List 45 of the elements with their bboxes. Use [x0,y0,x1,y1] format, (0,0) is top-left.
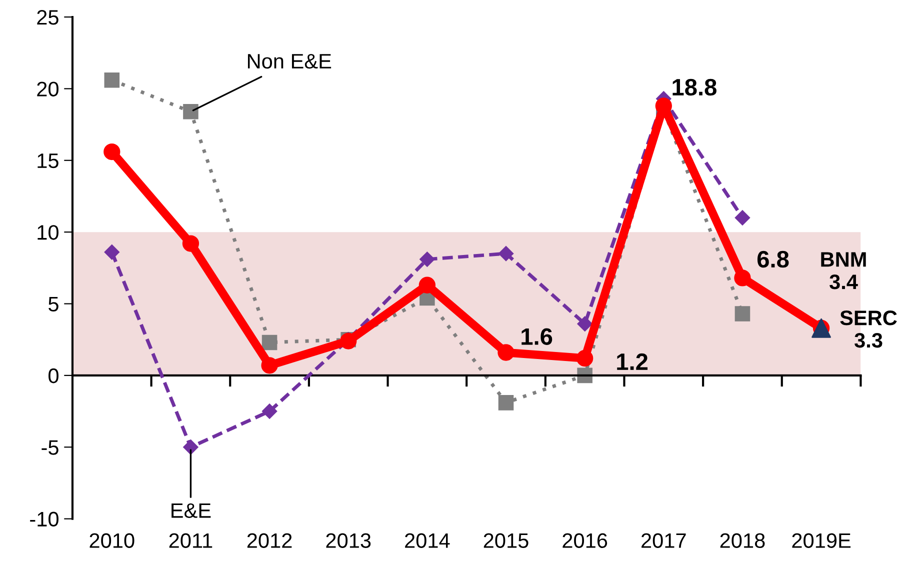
point [261,357,278,374]
point [182,235,200,252]
x-tick-label: 2017 [642,533,686,548]
x-tick-label: 2011 [169,533,212,548]
point [498,344,514,361]
point [498,246,514,262]
x-tick-label: 2015 [484,533,528,548]
annotation: SERC 3.3 [840,310,897,348]
point [734,210,750,226]
point [262,404,278,419]
point [104,244,120,260]
point [734,306,750,322]
data-label: 18.8 [672,78,716,96]
y-tick-label: 15 [38,154,58,168]
y-tick-label: 5 [48,296,58,312]
point [577,316,592,332]
x-tick-label: 2016 [562,533,608,548]
point [262,334,278,350]
y-tick-label: 0 [48,368,58,384]
x-tick-label: 2013 [326,533,371,548]
y-tick-label: 10 [38,225,58,240]
point [183,440,198,455]
annotation: E&E [172,503,211,518]
point [104,143,120,160]
point [418,276,436,294]
y-tick-label: 25 [37,10,58,25]
data-label: 6.8 [757,250,789,268]
y-tick-label: 20 [37,82,58,96]
data-label: 1.2 [617,353,648,370]
annotation: Non E&E [248,54,332,69]
y-tick-label: -10 [30,512,58,527]
data-label: 1.6 [522,328,552,345]
x-tick-label: 2019E [792,533,851,548]
x-tick-label: 2010 [90,533,134,548]
annotation: BNM 3.4 [821,252,866,290]
point [420,252,435,267]
y-tick-label: -5 [42,440,58,455]
x-tick-label: 2014 [405,533,450,548]
x-tick-label: 2012 [247,533,292,548]
point [183,104,198,120]
point [498,395,514,410]
point [576,350,594,367]
point [734,270,751,286]
point [104,72,120,88]
x-tick-label: 2018 [720,533,765,548]
